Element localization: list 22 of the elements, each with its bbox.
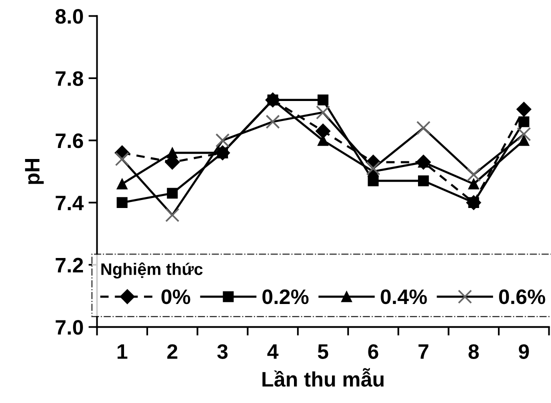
x-axis-title: Lần thu mẫu: [262, 368, 384, 387]
x-tick-label: 6: [368, 344, 378, 359]
x-tick-label: 2: [167, 344, 178, 359]
legend-label: 0%: [162, 289, 190, 304]
y-tick-label: 7.8: [56, 71, 84, 86]
legend-label: 0.6%: [499, 289, 546, 304]
x-tick-label: 5: [318, 344, 328, 359]
legend-label: 0.2%: [262, 289, 309, 304]
y-tick-label: 8.0: [56, 9, 83, 24]
legend-label: 0.4%: [380, 289, 427, 304]
x-tick-label: 8: [468, 344, 479, 359]
x-tick-label: 1: [118, 344, 128, 359]
x-tick-label: 7: [418, 344, 428, 359]
y-tick-label: 7.2: [56, 258, 83, 272]
y-tick-label: 7.6: [56, 133, 84, 148]
x-tick-label: 9: [518, 344, 529, 359]
legend-title: Nghiệm thức: [101, 262, 203, 278]
y-tick-label: 7.0: [56, 320, 83, 335]
y-axis-title: pH: [25, 159, 44, 184]
x-tick-label: 4: [267, 344, 278, 359]
y-tick-label: 7.4: [56, 196, 84, 210]
x-tick-label: 3: [217, 344, 228, 359]
